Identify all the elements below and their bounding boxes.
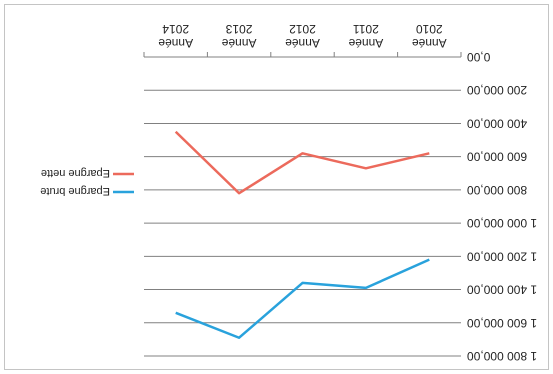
y-tick-label: 1 200 000,00 — [467, 249, 537, 263]
series-line-epargne-nette — [174, 130, 430, 195]
y-tick-label: 1 600 000,00 — [467, 316, 537, 330]
axes — [143, 52, 462, 58]
y-tick-label: 200 000,00 — [467, 83, 527, 97]
y-tick-label: 400 000,00 — [467, 116, 527, 130]
y-tick-label: 1 800 000,00 — [467, 349, 537, 363]
x-tick-label: Année2010 — [412, 22, 447, 50]
x-tick-label: Année2014 — [158, 22, 193, 50]
x-tick-labels: Année2010 Année2011 Année2012 Année2013 Anné… — [158, 22, 447, 50]
legend: Epargne brute Epargne nette — [40, 167, 134, 197]
y-tick-label: 600 000,00 — [467, 150, 527, 164]
chart-frame: 0,00 200 000,00 400 000,00 600 000,00 800 00… — [4, 4, 549, 370]
gridlines — [144, 89, 461, 357]
x-axis-ticks — [143, 52, 462, 57]
x-tick-label: Année2012 — [285, 22, 320, 50]
y-tick-labels: 0,00 200 000,00 400 000,00 600 000,00 800 00… — [467, 50, 537, 363]
series-lines — [174, 130, 430, 339]
x-tick-label: Année2011 — [348, 22, 383, 50]
y-tick-label: 0,00 — [467, 50, 491, 64]
y-tick-label: 800 000,00 — [467, 183, 527, 197]
chart-svg: 0,00 200 000,00 400 000,00 600 000,00 800 00… — [40, 22, 537, 363]
y-tick-label: 1 000 000,00 — [467, 216, 537, 230]
line-chart: 0,00 200 000,00 400 000,00 600 000,00 800 00… — [5, 5, 550, 371]
series-line-epargne-brute — [175, 258, 430, 339]
x-tick-label: Année2013 — [221, 22, 256, 50]
legend-label: Epargne nette — [41, 167, 110, 179]
legend-label: Epargne brute — [40, 185, 110, 197]
y-tick-label: 1 400 000,00 — [467, 283, 537, 297]
